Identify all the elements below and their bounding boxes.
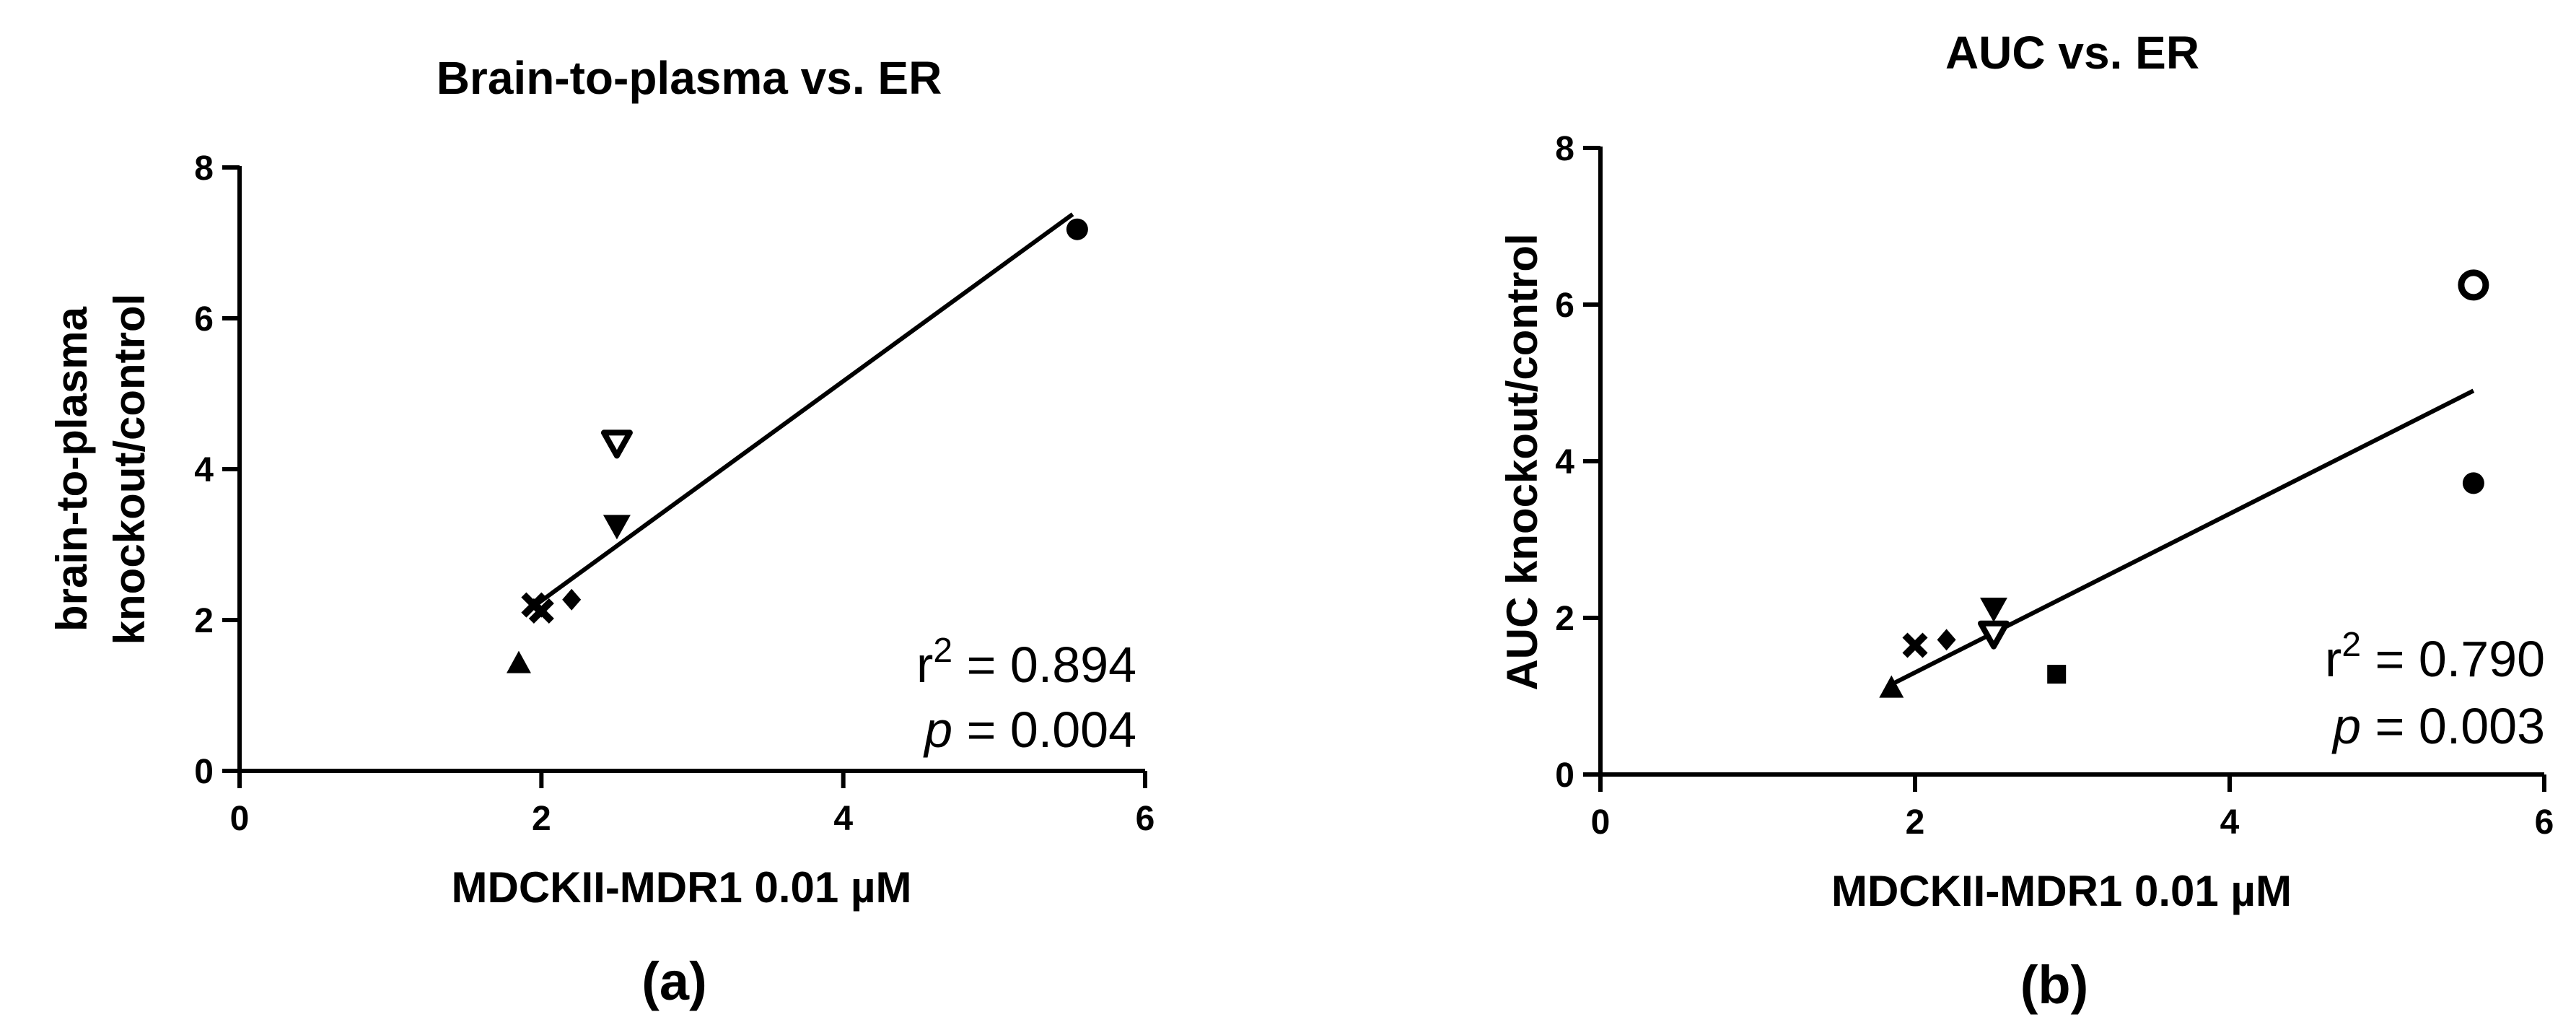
y-tick-label: 6 bbox=[194, 300, 214, 339]
y-tick-label: 2 bbox=[194, 602, 214, 640]
x-tick-label: 6 bbox=[2535, 803, 2554, 842]
data-point-triangle-up bbox=[1879, 675, 1904, 698]
r-squared-label: r2 = 0.894 bbox=[916, 632, 1136, 693]
r-squared-prefix: r bbox=[916, 637, 933, 693]
r-squared-value: = 0.894 bbox=[952, 637, 1136, 693]
r-squared-superscript: 2 bbox=[933, 632, 952, 670]
data-point-triangle-down-open bbox=[600, 429, 633, 459]
data-point-circle-open bbox=[2458, 269, 2489, 301]
x-tick-label: 4 bbox=[2220, 803, 2240, 842]
chart-title: AUC vs. ER bbox=[1945, 27, 2199, 79]
x-tick-label: 4 bbox=[833, 800, 853, 838]
data-point-circle bbox=[2462, 472, 2484, 494]
y-axis-label: AUC knockout/control bbox=[1498, 233, 1546, 690]
y-tick-label: 2 bbox=[1555, 600, 1574, 638]
r-squared-prefix: r bbox=[2325, 631, 2341, 687]
p-value-prefix: p bbox=[923, 702, 952, 758]
x-tick-label: 2 bbox=[1906, 803, 1925, 842]
data-point-diamond bbox=[1937, 629, 1956, 651]
y-tick-label: 8 bbox=[194, 149, 214, 188]
data-point-triangle-down bbox=[1980, 597, 2007, 622]
data-point-triangle-up bbox=[506, 650, 531, 673]
y-tick-label: 8 bbox=[1555, 130, 1574, 168]
r-squared-label: r2 = 0.790 bbox=[2325, 626, 2545, 687]
regression-line bbox=[522, 212, 1074, 616]
y-tick-label: 0 bbox=[1555, 756, 1574, 795]
r-squared-superscript: 2 bbox=[2341, 626, 2361, 664]
p-value-prefix: p bbox=[2331, 698, 2361, 754]
data-point-cross bbox=[528, 598, 554, 624]
y-axis-label: brain-to-plasma bbox=[48, 306, 96, 632]
x-tick-label: 2 bbox=[532, 800, 551, 838]
panel-label: (a) bbox=[641, 951, 706, 1011]
chart-auc: AUC vs. ER 0 2 4 6 0 2 4 6 8 MDCKII-MDR1 0.01 µM AU… bbox=[1498, 27, 2554, 1015]
x-tick-label: 6 bbox=[1136, 800, 1155, 838]
cross-stroke bbox=[528, 598, 554, 624]
p-value-label: p = 0.003 bbox=[2331, 698, 2545, 754]
r-squared-value: = 0.790 bbox=[2361, 631, 2545, 687]
data-point-square bbox=[2047, 665, 2067, 684]
data-point-circle bbox=[1066, 218, 1088, 240]
data-point-diamond bbox=[562, 588, 582, 611]
chart-brain-to-plasma: Brain-to-plasma vs. ER 0 2 4 6 0 2 4 6 8 MDCKII-MD… bbox=[48, 52, 1155, 1011]
y-tick-label: 6 bbox=[1555, 287, 1574, 325]
x-tick-label: 0 bbox=[1591, 803, 1611, 842]
data-point-cross bbox=[1902, 632, 1928, 658]
p-value-value: = 0.004 bbox=[952, 702, 1136, 758]
data-point-triangle-down-open bbox=[1978, 620, 2010, 650]
x-tick-label: 0 bbox=[230, 800, 250, 838]
p-value-label: p = 0.004 bbox=[923, 702, 1136, 758]
cross-stroke bbox=[1902, 632, 1928, 658]
data-point-triangle-down bbox=[603, 515, 631, 540]
panel-label: (b) bbox=[2020, 955, 2089, 1015]
y-axis-label: knockout/control bbox=[105, 294, 154, 645]
y-tick-label: 0 bbox=[194, 753, 214, 791]
y-tick-label: 4 bbox=[1555, 443, 1574, 481]
p-value-value: = 0.003 bbox=[2361, 698, 2545, 754]
chart-title: Brain-to-plasma vs. ER bbox=[437, 52, 942, 104]
x-axis-label: MDCKII-MDR1 0.01 µM bbox=[1831, 867, 2292, 915]
y-tick-label: 4 bbox=[194, 451, 214, 489]
x-axis-label: MDCKII-MDR1 0.01 µM bbox=[452, 863, 912, 912]
